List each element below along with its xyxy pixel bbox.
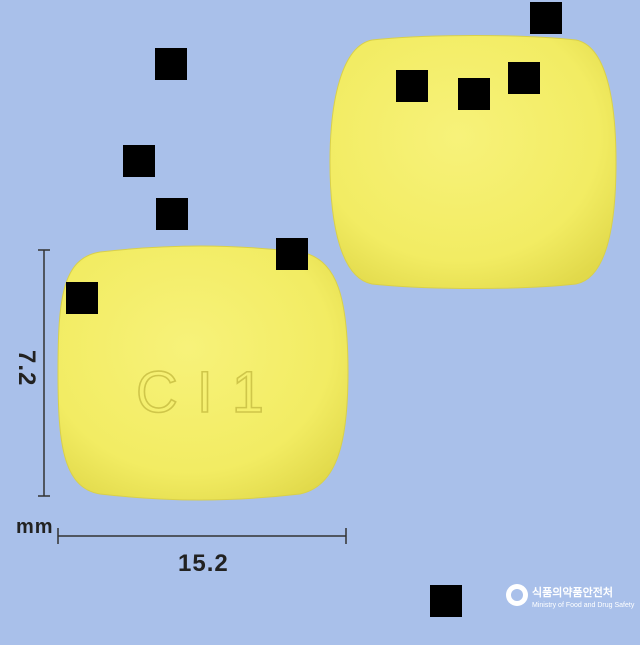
redaction-2 <box>155 48 187 80</box>
redaction-7 <box>156 198 188 230</box>
ministry-emblem-icon <box>506 584 528 606</box>
pill-back <box>329 35 617 289</box>
height-label: 7.2 <box>13 350 40 387</box>
width-label: 15.2 <box>178 550 229 577</box>
redaction-5 <box>508 62 540 94</box>
ministry-name-korean: 식품의약품안전처 <box>532 587 613 599</box>
redaction-1 <box>530 2 562 34</box>
redaction-4 <box>458 78 490 110</box>
redaction-8 <box>276 238 308 270</box>
pill-imprint: C I 1 <box>136 360 264 425</box>
unit-label: mm <box>16 516 54 538</box>
ministry-name-english: Ministry of Food and Drug Safety <box>532 602 635 609</box>
height-dimension-line <box>38 249 50 497</box>
redaction-6 <box>123 145 155 177</box>
redaction-3 <box>396 70 428 102</box>
width-dimension-line <box>57 528 347 544</box>
ministry-logo: 식품의약품안전처 Ministry of Food and Drug Safet… <box>506 582 634 618</box>
redaction-9 <box>66 282 98 314</box>
redaction-10 <box>430 585 462 617</box>
